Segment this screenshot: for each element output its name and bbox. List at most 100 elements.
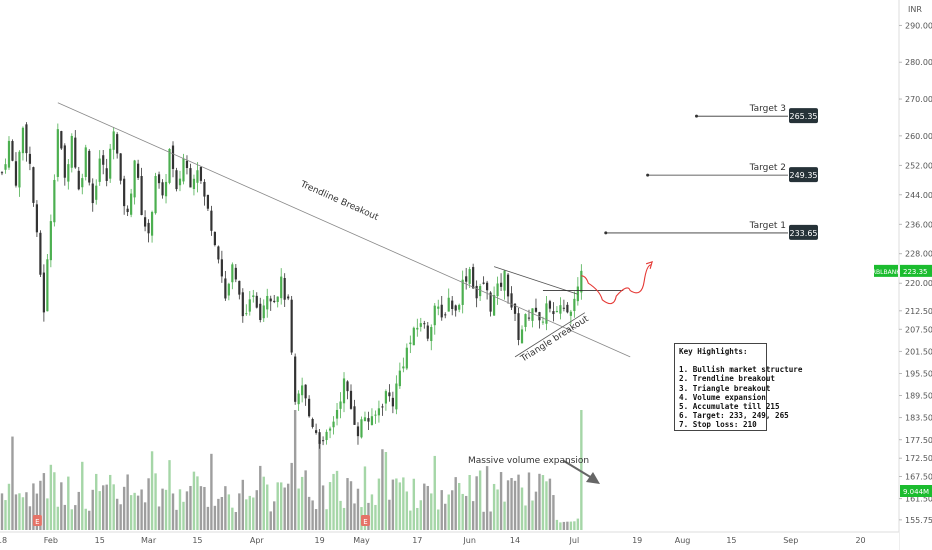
candle-body: [562, 307, 565, 309]
volume-bar: [84, 508, 87, 530]
candle-body: [231, 264, 234, 283]
candle-body: [280, 276, 283, 299]
volume-bar: [234, 511, 238, 530]
volume-bar: [398, 482, 402, 530]
volume-bar: [283, 487, 286, 530]
earnings-marker: [32, 515, 42, 526]
candle-body: [18, 151, 21, 188]
volume-bar: [98, 491, 101, 530]
candle-body: [252, 295, 255, 297]
candle-body: [517, 313, 520, 340]
candle-body: [451, 300, 454, 309]
candle-body: [363, 417, 367, 422]
candle-body: [342, 378, 346, 404]
candle-body: [388, 392, 391, 397]
candle-body: [321, 440, 325, 442]
volume-bar: [457, 482, 461, 530]
volume-bar: [60, 482, 63, 530]
highlight-item: 1. Bullish market structure: [679, 365, 803, 375]
candle-body: [461, 279, 464, 305]
volume-bar: [252, 497, 255, 530]
candle-body: [308, 398, 311, 417]
volume-bar: [28, 506, 32, 530]
highlight-item: 2. Trendline breakout: [679, 374, 776, 384]
candle-body: [405, 347, 408, 369]
volume-bar: [548, 478, 552, 530]
volume-bar: [527, 472, 531, 530]
candle-body: [116, 134, 119, 154]
volume-bar: [562, 521, 566, 530]
volume-bar: [363, 466, 367, 530]
volume-bar: [346, 478, 349, 530]
candle-body: [510, 293, 513, 308]
candle-body: [384, 391, 387, 404]
volume-bar: [175, 509, 178, 530]
candle-body: [513, 303, 517, 314]
candle-body: [238, 280, 241, 295]
candle-body: [339, 401, 342, 409]
y-tick-label: 177.50: [905, 436, 932, 445]
volume-bar: [489, 511, 492, 530]
volume-bar: [433, 455, 436, 530]
volume-bar: [426, 485, 429, 530]
volume-bar: [531, 500, 534, 530]
volume-bar: [461, 493, 464, 530]
candle-body: [440, 304, 443, 318]
candle-body: [11, 141, 14, 161]
candle-body: [91, 183, 94, 204]
volume-bar: [102, 485, 105, 530]
volume-bar: [325, 509, 328, 530]
symbol-tag: [874, 264, 898, 277]
volume-bar: [328, 482, 332, 530]
candle-body: [475, 285, 478, 299]
volume-bar: [440, 490, 443, 530]
candle-body: [203, 181, 206, 197]
candle-body: [248, 299, 251, 312]
candle-body: [520, 329, 524, 344]
candle-body: [360, 419, 363, 438]
volume-bar: [482, 511, 485, 530]
candle-body: [377, 408, 381, 416]
candle-body: [88, 150, 91, 183]
volume-bar: [280, 482, 283, 530]
candle-body: [315, 430, 318, 433]
volume-bar: [63, 504, 67, 530]
volume-bar: [304, 470, 307, 530]
candle-body: [49, 221, 52, 261]
volume-bar: [67, 476, 70, 530]
volume-bar: [21, 497, 25, 530]
candle-body: [492, 295, 496, 316]
volume-bar: [88, 510, 91, 530]
volume-bar: [384, 452, 388, 530]
target-label: Target 2: [749, 163, 786, 173]
candle-body: [123, 178, 126, 207]
candle-body: [419, 323, 422, 327]
volume-bar: [430, 493, 433, 530]
candle-body: [234, 267, 237, 280]
volume-bar: [32, 483, 35, 530]
candle-body: [276, 296, 279, 303]
candle-body: [189, 168, 192, 188]
last-price-label: 223.35: [903, 268, 928, 276]
volume-bar: [238, 493, 241, 530]
volume-bar: [115, 498, 119, 530]
volume-bar: [0, 493, 4, 530]
volume-bar: [46, 498, 49, 530]
x-tick-label: 19: [632, 536, 642, 545]
candle-body: [503, 270, 506, 291]
y-tick-label: 167.50: [905, 473, 932, 482]
highlight-item: 6. Target: 233, 249, 265: [679, 411, 789, 421]
candle-body: [266, 295, 269, 310]
currency-label: INR: [908, 5, 922, 14]
candle-body: [479, 286, 482, 297]
volume-bar: [496, 489, 499, 530]
candle-body: [402, 366, 405, 369]
volume-bar: [210, 453, 213, 530]
volume-bar: [332, 473, 335, 530]
volume-bar: [70, 509, 73, 530]
target-dot: [695, 114, 699, 118]
candle-body: [304, 384, 307, 399]
candle-body: [283, 278, 286, 300]
volume-bar: [276, 482, 279, 530]
